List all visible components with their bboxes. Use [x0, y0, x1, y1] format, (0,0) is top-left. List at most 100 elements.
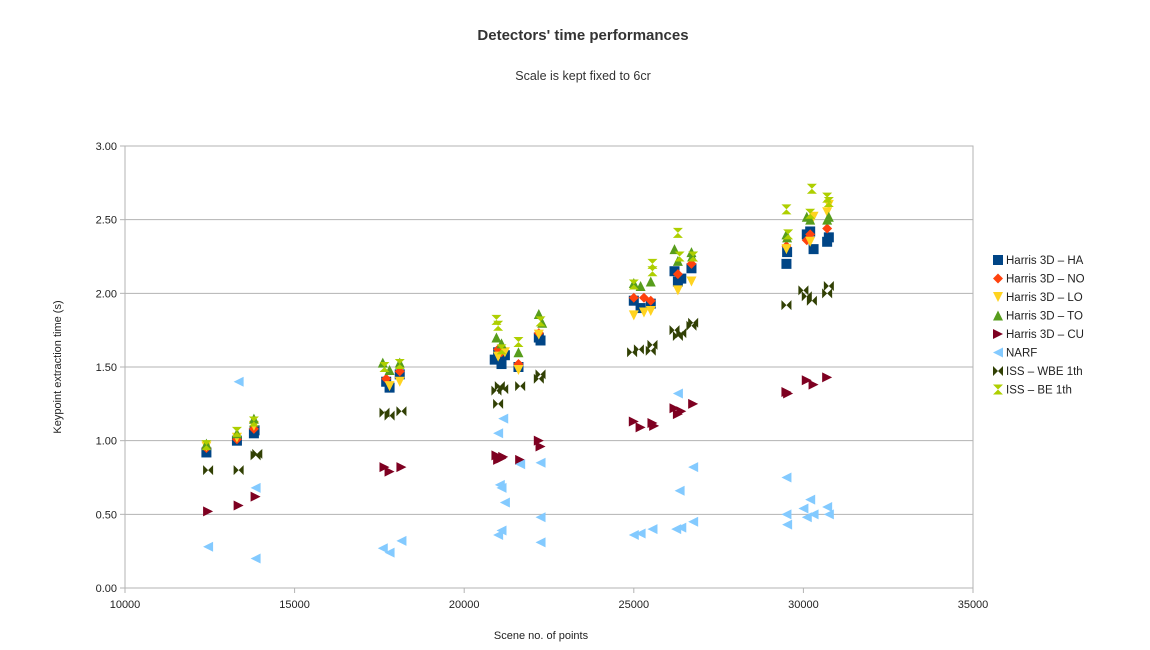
series-2 — [201, 199, 834, 452]
legend-marker — [993, 384, 1003, 395]
data-point — [384, 364, 395, 375]
legend-item: Harris 3D – LO — [993, 292, 1083, 304]
data-point — [822, 223, 833, 234]
data-point — [647, 524, 658, 535]
data-point — [250, 553, 261, 564]
data-point — [823, 196, 834, 207]
x-axis-label: Scene no. of points — [494, 630, 589, 642]
y-tick-label: 2.50 — [96, 215, 117, 227]
legend-item: Harris 3D – NO — [993, 273, 1085, 286]
x-tick-label: 15000 — [279, 599, 310, 611]
data-point — [233, 376, 244, 387]
data-point — [806, 183, 817, 194]
legend-marker — [993, 347, 1003, 358]
data-point — [688, 251, 699, 262]
y-tick-label: 3.00 — [96, 141, 117, 153]
data-point — [515, 454, 526, 465]
legend-item: ISS – WBE 1th — [993, 366, 1083, 378]
data-point — [384, 466, 395, 477]
data-point — [805, 208, 816, 219]
data-point — [379, 362, 390, 372]
legend-marker — [993, 366, 1003, 376]
data-point — [806, 295, 817, 306]
data-point — [798, 285, 809, 296]
data-point — [688, 516, 699, 527]
data-point — [808, 211, 819, 222]
data-point — [674, 485, 685, 496]
y-tick-label: 1.00 — [96, 436, 117, 448]
x-tick-label: 10000 — [110, 599, 141, 611]
data-point — [513, 347, 524, 358]
legend-label: ISS – WBE 1th — [1006, 366, 1083, 378]
legend-marker — [993, 292, 1003, 302]
data-point — [250, 482, 261, 493]
data-point — [396, 535, 407, 546]
legend-label: Harris 3D – NO — [1006, 274, 1085, 286]
series-4 — [203, 372, 833, 517]
data-point — [394, 376, 405, 387]
legend-label: Harris 3D – CU — [1006, 329, 1084, 341]
data-point — [672, 388, 683, 399]
data-point — [203, 541, 214, 552]
data-point — [798, 503, 809, 514]
data-point — [688, 462, 699, 473]
data-point — [801, 512, 812, 523]
data-point — [649, 420, 660, 431]
data-point — [672, 285, 683, 296]
data-point — [233, 500, 244, 511]
gridlines — [125, 145, 973, 589]
data-point — [781, 258, 792, 269]
data-point — [823, 232, 834, 243]
legend-item: Harris 3D – HA — [993, 255, 1084, 267]
series-7 — [201, 183, 834, 451]
data-point — [496, 344, 507, 355]
legend-item: ISS – BE 1th — [993, 384, 1072, 397]
data-point — [674, 251, 685, 262]
data-point — [805, 494, 816, 505]
legend-label: Harris 3D – HA — [1006, 255, 1084, 267]
data-point — [498, 451, 509, 462]
x-tick-label: 20000 — [449, 599, 480, 611]
data-point — [535, 441, 546, 452]
data-point — [493, 428, 504, 439]
data-point — [645, 306, 656, 317]
data-point — [377, 543, 388, 554]
data-point — [805, 214, 816, 225]
data-point — [781, 300, 792, 311]
data-point — [823, 211, 834, 222]
y-axis: 0.00 0.50 1.00 1.50 2.00 2.50 3.00 — [96, 141, 125, 595]
data-point — [783, 229, 794, 240]
data-point — [645, 345, 656, 356]
data-point — [248, 416, 259, 427]
data-point — [805, 236, 816, 247]
data-point — [635, 422, 646, 433]
data-point — [808, 379, 819, 390]
data-point — [394, 359, 405, 370]
data-point — [628, 279, 639, 290]
data-point — [496, 525, 507, 536]
data-point — [628, 529, 639, 540]
legend-label: Harris 3D – TO — [1006, 311, 1083, 323]
data-point — [384, 410, 395, 421]
data-point — [535, 537, 546, 548]
data-point — [781, 244, 792, 255]
data-point — [535, 369, 546, 380]
data-point — [535, 457, 546, 468]
legend-label: ISS – BE 1th — [1006, 385, 1072, 397]
data-point — [782, 519, 793, 530]
data-point — [203, 506, 214, 517]
data-point — [823, 509, 834, 520]
legend-marker — [993, 273, 1003, 284]
data-point — [808, 244, 819, 255]
data-point — [493, 320, 504, 331]
data-point — [676, 406, 687, 417]
data-point — [628, 310, 639, 321]
data-point — [635, 280, 646, 291]
x-tick-label: 35000 — [958, 599, 989, 611]
data-point — [645, 295, 656, 306]
data-point — [250, 491, 261, 502]
data-point — [515, 381, 526, 392]
data-points — [201, 183, 834, 564]
data-point — [781, 509, 792, 520]
legend-item: NARF — [993, 347, 1037, 360]
